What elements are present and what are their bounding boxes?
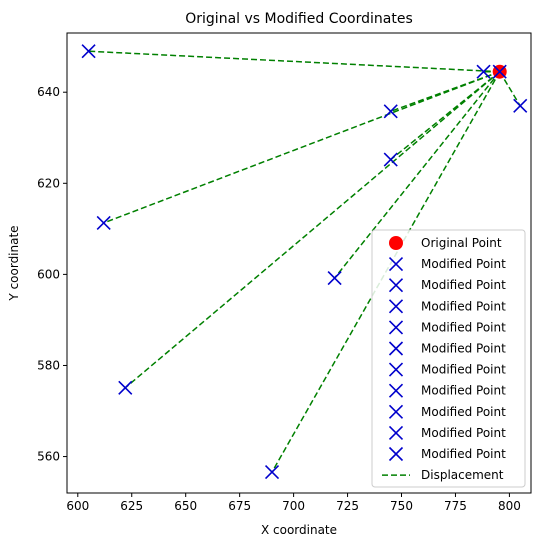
plot-area (66, 32, 532, 494)
modified-point (81, 44, 96, 59)
x-axis-label: X coordinate (261, 523, 337, 537)
x-tick-label: 675 (228, 499, 251, 513)
legend-x-swatch (388, 278, 404, 293)
modified-point-stroke (383, 104, 398, 119)
modified-point (383, 152, 398, 167)
modified-point-stroke (383, 152, 398, 167)
modified-point (476, 64, 491, 79)
modified-point-stroke (492, 64, 507, 79)
displacement-line (334, 71, 501, 279)
legend-entry: Modified Point (388, 404, 506, 419)
data-markers (81, 44, 528, 480)
x-tick-label: 600 (66, 499, 89, 513)
legend-label: Modified Point (421, 405, 506, 419)
legend-label: Modified Point (421, 257, 506, 271)
legend-entry: Modified Point (388, 383, 506, 398)
modified-point (264, 464, 280, 480)
y-axis-ticks: 560 580 600 620 640 (37, 85, 67, 464)
displacement-line (499, 71, 521, 107)
modified-point-stroke (96, 215, 111, 230)
modified-point (118, 380, 133, 395)
modified-point-stroke (118, 380, 133, 395)
legend-entry: Modified Point (388, 320, 506, 335)
modified-point-stroke (476, 64, 491, 79)
x-tick-label: 700 (282, 499, 305, 513)
legend-circle-swatch (389, 236, 403, 250)
modified-point (513, 98, 528, 113)
legend-x-swatch (388, 425, 404, 440)
legend-entry: Modified Point (388, 341, 506, 356)
legend-label: Modified Point (421, 320, 506, 334)
legend-x-swatch (388, 299, 404, 314)
legend-label: Modified Point (421, 363, 506, 377)
modified-point (383, 104, 398, 119)
legend-label: Modified Point (421, 447, 506, 461)
legend-label: Modified Point (421, 384, 506, 398)
chart-title: Original vs Modified Coordinates (185, 11, 413, 27)
x-tick-label: 650 (174, 499, 197, 513)
legend-x-swatch (388, 383, 404, 398)
legend-entry: Modified Point (388, 257, 506, 272)
legend-label: Modified Point (421, 278, 506, 292)
legend-entry: Modified Point (388, 362, 506, 377)
legend-entry: Modified Point (388, 278, 506, 293)
x-tick-label: 625 (120, 499, 143, 513)
legend-x-swatch (388, 446, 404, 462)
legend-label: Modified Point (421, 342, 506, 356)
legend-entry: Original Point (389, 236, 502, 250)
legend-entries: Original Point Modified Point Modified Poi… (382, 236, 506, 482)
x-axis-ticks: 600 625 650 675 700 725 750 775 800 (66, 493, 521, 513)
modified-point-stroke (264, 464, 280, 480)
legend-frame (371, 229, 526, 488)
legend-x-swatch (388, 341, 404, 356)
y-axis-label: Y coordinate (7, 225, 21, 301)
y-tick-label: 600 (37, 267, 60, 281)
legend-x-swatch (388, 362, 404, 377)
modified-point (492, 64, 507, 79)
displacement-line (88, 50, 500, 73)
displacement-line (124, 71, 501, 389)
y-tick-label: 620 (37, 176, 60, 190)
legend-entry: Modified Point (388, 299, 506, 314)
legend-entry: Displacement (382, 468, 504, 482)
y-tick-label: 640 (37, 85, 60, 99)
legend-entry: Modified Point (388, 425, 506, 440)
legend-x-swatch (388, 257, 404, 272)
legend-label: Original Point (421, 236, 502, 250)
x-tick-label: 800 (498, 499, 521, 513)
legend-label: Modified Point (421, 299, 506, 313)
legend: Original Point Modified Point Modified Poi… (371, 229, 526, 488)
modified-point (327, 270, 342, 286)
legend-label: Modified Point (421, 426, 506, 440)
modified-point-stroke (513, 98, 528, 113)
x-tick-label: 725 (336, 499, 359, 513)
axes-frame (66, 32, 532, 494)
modified-point-stroke (81, 44, 96, 59)
modified-point-stroke (327, 270, 342, 286)
modified-point (96, 215, 111, 230)
legend-entry: Modified Point (388, 446, 506, 462)
y-tick-label: 560 (37, 450, 60, 464)
x-tick-label: 775 (444, 499, 467, 513)
x-tick-label: 750 (390, 499, 413, 513)
displacement-line (103, 71, 500, 224)
legend-x-swatch (388, 404, 404, 419)
legend-label: Displacement (421, 468, 504, 482)
y-tick-label: 580 (37, 358, 60, 372)
legend-x-swatch (388, 320, 404, 335)
